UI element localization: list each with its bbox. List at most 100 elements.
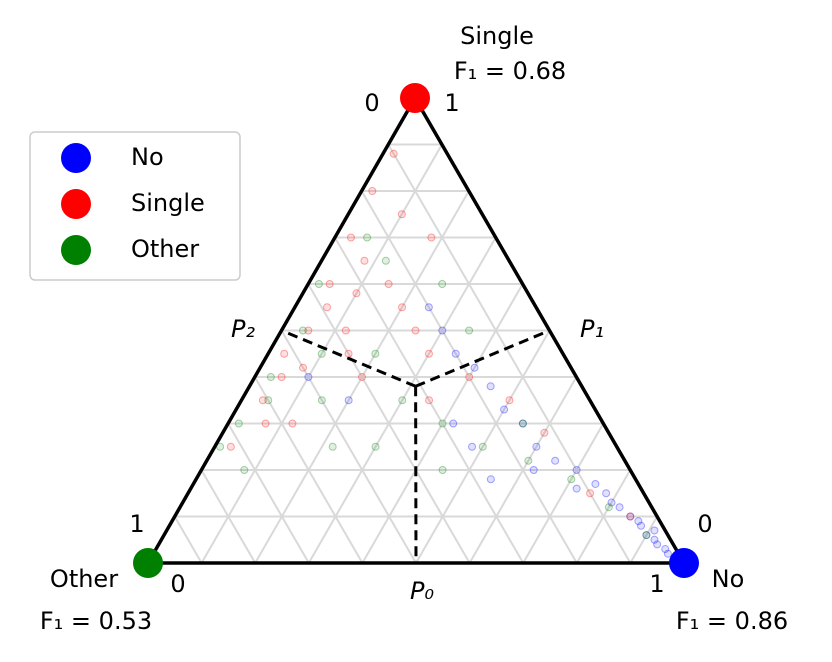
grid-line [575,469,632,564]
data-point [465,326,474,335]
data-point [384,280,393,288]
data-point [529,466,538,474]
data-point [304,373,313,381]
axis-label: P₂ [231,315,255,343]
grid-line [200,144,443,564]
data-point [344,396,353,405]
data-point [226,442,235,451]
data-point [397,210,406,219]
legend-label: No [131,143,164,171]
data-point [424,303,433,312]
f1-label: F₁ = 0.86 [676,607,788,635]
data-point [258,396,267,405]
grid-line [415,330,551,564]
data-point [626,512,635,521]
data-point [551,456,560,465]
data-point [240,466,249,474]
data-point [266,373,275,381]
grid-line [280,329,417,564]
data-point [304,326,313,335]
data-point [572,484,581,493]
data-point [572,466,581,474]
data-point [653,540,662,549]
data-point [438,326,447,335]
data-point [389,149,398,158]
data-point [650,535,659,544]
data-point [371,442,380,451]
data-point [661,545,670,554]
data-point [424,349,433,358]
data-point [261,419,270,428]
data-point [451,349,460,358]
grid-line [200,469,257,564]
data-point [486,475,495,484]
data-point [486,382,495,391]
data-point [346,233,355,242]
data-point [325,280,334,288]
data-point [425,396,434,405]
axis-end-label: 1 [649,570,664,598]
data-point [341,326,350,335]
data-point [468,442,477,451]
legend-marker [61,189,91,219]
f1-label: F₁ = 0.53 [40,607,152,635]
class-label: Single [460,22,534,50]
data-point [602,489,611,498]
class-label: Other [50,565,118,593]
data-point [234,419,243,428]
grid-line [227,422,310,564]
data-point [637,521,646,530]
data-point [438,280,447,288]
data-point [650,526,659,535]
data-point [360,256,369,265]
data-point [371,349,380,358]
data-point [478,442,487,451]
data-point [298,326,307,335]
data-point [642,531,651,540]
data-point [411,326,420,335]
data-point [567,475,576,484]
data-point [540,428,549,437]
boundary-line [415,329,551,388]
data-point [505,396,514,405]
data-point [368,187,377,195]
data-point [518,419,527,428]
legend-label: Other [131,235,199,263]
grid-line [307,237,497,564]
data-point [299,363,308,372]
data-point [663,549,672,558]
data-point [518,419,527,428]
grid-line [468,376,578,564]
data-point [438,419,447,428]
data-point [352,289,361,298]
data-point [532,442,541,451]
data-point [381,256,390,265]
data-point [586,489,595,498]
class-label: No [712,565,745,593]
data-point [604,503,613,512]
data-point [626,512,635,521]
data-point [314,280,323,288]
axis-label: P₀ [410,577,434,605]
f1-label: F₁ = 0.68 [454,57,566,85]
boundary-line [280,329,417,388]
data-point [524,456,533,465]
data-point [591,479,600,488]
axis-end-label: 1 [129,510,144,538]
vertex-marker [133,548,163,578]
legend-label: Single [131,189,205,217]
data-point [328,442,337,451]
vertex-marker [400,83,430,113]
axis-label: P₁ [580,315,604,343]
data-point [438,466,447,474]
data-point [398,396,407,405]
data-point [317,396,326,405]
data-point [449,419,458,428]
data-point [323,303,332,312]
data-point [344,349,353,358]
data-point [642,531,651,540]
grid-line [522,423,605,564]
vertex-marker [669,548,699,578]
data-point [607,498,616,507]
